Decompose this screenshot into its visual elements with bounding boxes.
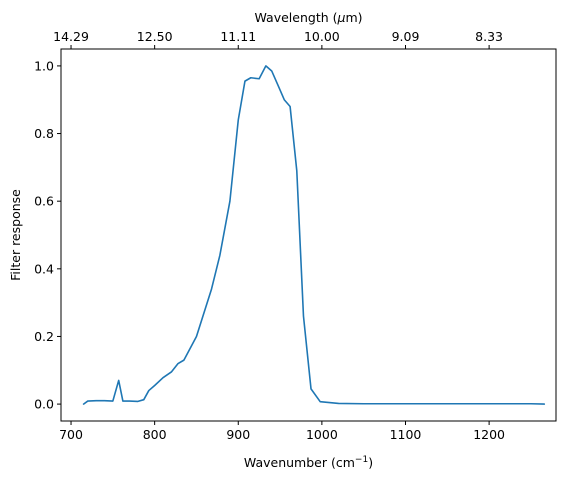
y-tick-label: 1.0 [34, 58, 54, 73]
x-tick-label: 700 [59, 427, 83, 442]
top-tick-label: 9.09 [392, 29, 420, 44]
x-tick-label: 800 [143, 427, 167, 442]
x-tick-label: 1100 [390, 427, 422, 442]
y-tick-label: 0.8 [34, 126, 54, 141]
top-tick-label: 10.00 [304, 29, 340, 44]
x-axis-label: Wavenumber (cm−1) [244, 455, 373, 470]
filter-response-line [82, 65, 546, 405]
x-tick-label: 1200 [473, 427, 505, 442]
axes-frame [60, 48, 557, 422]
bottom-x-axis: 700 800 900 1000 1100 1200 [59, 421, 505, 442]
top-x-axis-label: Wavelength (μm) [254, 10, 362, 25]
y-tick-label: 0.2 [34, 329, 54, 344]
y-axis: 0.0 0.2 0.4 0.6 0.8 1.0 [34, 58, 61, 412]
y-tick-label: 0.0 [34, 397, 54, 412]
y-axis-label: Filter response [8, 189, 23, 281]
x-tick-label: 1000 [306, 427, 338, 442]
top-tick-label: 11.11 [220, 29, 256, 44]
x-tick-label: 900 [226, 427, 250, 442]
y-tick-label: 0.4 [34, 261, 54, 276]
top-tick-label: 14.29 [53, 29, 89, 44]
top-tick-label: 12.50 [137, 29, 173, 44]
plot-area [82, 65, 546, 405]
top-x-axis: 14.29 12.50 11.11 10.00 9.09 8.33 [53, 29, 503, 49]
top-tick-label: 8.33 [475, 29, 503, 44]
y-tick-label: 0.6 [34, 194, 54, 209]
